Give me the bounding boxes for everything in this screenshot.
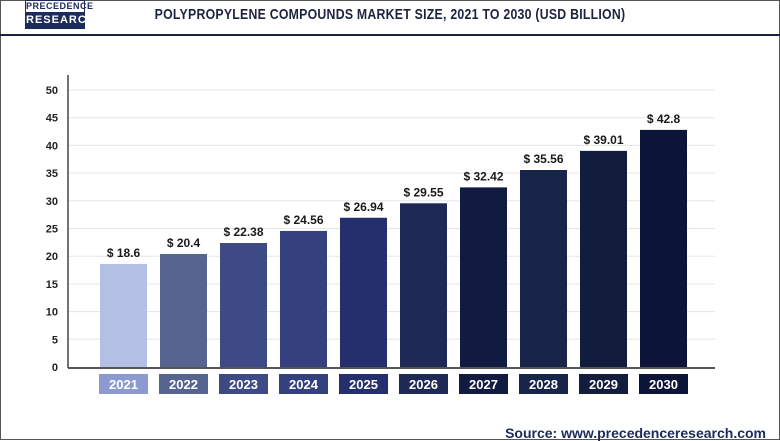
data-label: $ 18.6	[107, 246, 141, 260]
x-label-box	[159, 374, 208, 394]
chart-title: POLYPROPYLENE COMPOUNDS MARKET SIZE, 202…	[154, 6, 626, 23]
bar-2027	[460, 187, 507, 367]
data-label: $ 42.8	[647, 112, 681, 126]
x-label-box	[399, 374, 448, 394]
x-tick-label: 2026	[409, 377, 438, 392]
x-tick-label: 2021	[109, 377, 138, 392]
bar-2025	[340, 217, 387, 367]
x-tick-label: 2030	[649, 377, 678, 392]
x-tick-label: 2025	[349, 377, 378, 392]
data-label: $ 26.94	[343, 200, 383, 214]
bar-2022	[160, 253, 207, 367]
y-tick-label: 0	[52, 362, 58, 374]
x-label-box	[99, 374, 148, 394]
bar-2024	[280, 230, 327, 367]
y-tick-label: 15	[46, 279, 58, 291]
header-divider	[0, 34, 780, 36]
x-tick-label: 2023	[229, 377, 258, 392]
bar-2023	[220, 243, 267, 367]
x-label-box	[459, 374, 508, 394]
y-tick-label: 40	[46, 140, 58, 152]
y-tick-label: 30	[46, 196, 58, 208]
y-tick-label: 35	[46, 168, 58, 180]
y-tick-label: 25	[46, 224, 58, 236]
data-label: $ 20.4	[167, 236, 201, 250]
bar-2029	[580, 150, 627, 367]
x-tick-label: 2024	[289, 377, 319, 392]
logo: PRECEDENCE RESEARCH	[25, 0, 96, 29]
data-label: $ 22.38	[223, 225, 263, 239]
y-tick-label: 50	[46, 85, 58, 97]
y-tick-label: 20	[46, 251, 58, 263]
x-label-box	[279, 374, 328, 394]
bar-2030	[640, 129, 687, 367]
x-tick-label: 2027	[469, 377, 498, 392]
bar-2026	[400, 203, 447, 367]
x-label-box	[339, 374, 388, 394]
y-tick-label: 5	[52, 334, 58, 346]
logo-line1: PRECEDENCE	[26, 1, 94, 11]
bar-2028	[520, 169, 567, 367]
source-text: Source: www.precedenceresearch.com	[505, 425, 766, 441]
logo-line2: RESEARCH	[26, 12, 96, 28]
data-label: $ 24.56	[283, 213, 323, 227]
x-label-box	[639, 374, 688, 394]
x-label-box	[519, 374, 568, 394]
data-label: $ 29.55	[403, 185, 443, 199]
data-label: $ 35.56	[523, 152, 563, 166]
bar-2021	[100, 263, 147, 367]
x-label-box	[579, 374, 628, 394]
x-tick-label: 2029	[589, 377, 618, 392]
data-label: $ 32.42	[463, 169, 503, 183]
x-tick-label: 2022	[169, 377, 198, 392]
y-tick-label: 45	[46, 113, 58, 125]
data-label: $ 39.01	[583, 133, 623, 147]
x-tick-label: 2028	[529, 377, 558, 392]
x-label-box	[219, 374, 268, 394]
y-tick-label: 10	[46, 307, 58, 319]
